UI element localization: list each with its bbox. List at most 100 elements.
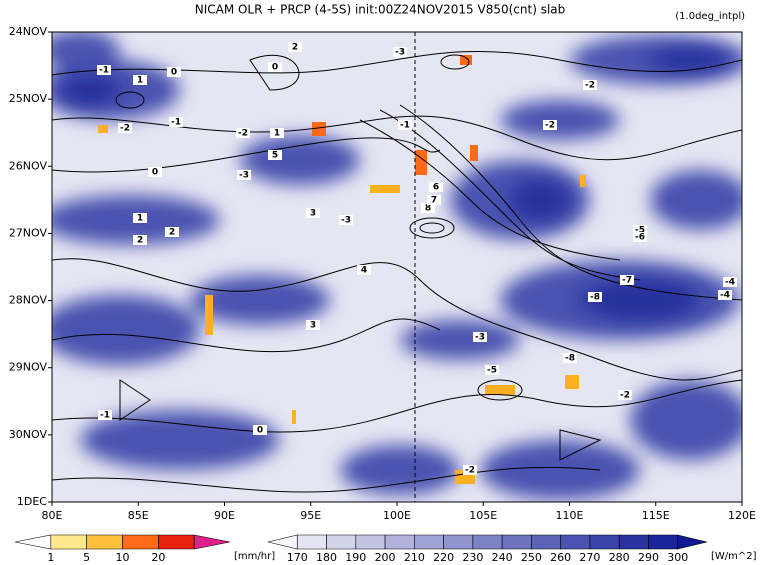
contour-label-bg: [236, 128, 250, 138]
contour-label-bg: [618, 390, 632, 400]
x-tick-label: 105E: [469, 509, 497, 522]
colorbar-swatch: [50, 534, 87, 550]
contour-label-bg: [165, 227, 179, 237]
y-tick-label: 1DEC: [17, 495, 47, 508]
field: [52, 32, 742, 502]
colorbar-label: 210: [404, 551, 425, 561]
contour-label: -5: [635, 226, 645, 236]
colorbar-swatch: [122, 534, 159, 550]
contour-label-bg: [718, 290, 732, 300]
y-tick-label: 24NOV: [9, 25, 48, 38]
contour-label-bg: [133, 75, 147, 85]
contour-label: -3: [475, 333, 485, 343]
contour-label-bg: [98, 410, 112, 420]
contour-label: -7: [622, 276, 632, 286]
colorbar-label: 230: [462, 551, 483, 561]
contour-label: 4: [361, 266, 367, 276]
contour-label-bg: [288, 42, 302, 52]
colorbar-swatch: [531, 534, 561, 550]
contour-label: -2: [620, 391, 630, 401]
contour-label-bg: [167, 67, 181, 77]
contour-label-bg: [118, 123, 132, 133]
colorbar-label: 170: [287, 551, 308, 561]
contour-label-bg: [633, 232, 647, 242]
contour-label-bg: [270, 128, 284, 138]
x-tick-label: 110E: [556, 509, 584, 522]
contour-label: 0: [152, 168, 158, 178]
contour-label: 0: [171, 68, 177, 78]
contour-label: 0: [272, 63, 278, 73]
colorbar-label: 300: [667, 551, 688, 561]
contour-label: -4: [720, 291, 730, 301]
contour-label: -6: [635, 233, 645, 243]
y-tick-label: 29NOV: [9, 361, 48, 374]
colorbar-swatch: [677, 534, 708, 550]
contour-label: -1: [400, 121, 410, 131]
contour-label: 7: [431, 196, 437, 206]
colorbar-swatch: [158, 534, 195, 550]
y-tick-label: 27NOV: [9, 226, 48, 239]
colorbar-swatch: [267, 534, 298, 550]
colorbar-swatch: [501, 534, 532, 550]
contour-label: -4: [725, 278, 735, 288]
colorbar-label: 260: [550, 551, 571, 561]
colorbar-swatch: [86, 534, 123, 550]
colorbar-label: 200: [375, 551, 396, 561]
colorbar-label: 5: [83, 551, 90, 561]
contour-label-bg: [398, 120, 412, 130]
contour-label-bg: [237, 170, 251, 180]
contour-label: 2: [137, 236, 143, 246]
colorbar-label: 190: [345, 551, 366, 561]
contour-label-bg: [588, 292, 602, 302]
colorbar-swatch: [648, 534, 679, 550]
y-tick-label: 28NOV: [9, 294, 48, 307]
contour-label-bg: [148, 167, 162, 177]
y-tick-label: 25NOV: [9, 92, 48, 105]
colorbar-label: 220: [433, 551, 454, 561]
colorbar-label: 180: [316, 551, 337, 561]
contour-label-bg: [268, 62, 282, 72]
contour-label-bg: [306, 208, 320, 218]
colorbar-label: 10: [116, 551, 130, 561]
contour-label: 8: [425, 204, 431, 214]
colorbar-swatch: [472, 534, 503, 550]
colorbar-unit: [mm/hr]: [234, 551, 275, 561]
contour-label: 2: [169, 228, 175, 238]
contour-label-bg: [253, 425, 267, 435]
contour-label: 0: [257, 426, 263, 436]
contour-label-bg: [339, 215, 353, 225]
contour-label-bg: [357, 265, 371, 275]
x-tick-label: 90E: [214, 509, 235, 522]
contour-label-bg: [306, 320, 320, 330]
contour-label: -8: [590, 293, 600, 303]
y-tick-label: 26NOV: [9, 159, 48, 172]
contour-label: -1: [99, 66, 109, 76]
contour-label: -2: [238, 129, 248, 139]
chart-subtitle: (1.0deg_intpl): [675, 11, 745, 22]
colorbar-label: 270: [579, 551, 600, 561]
contour-label: -5: [487, 366, 497, 376]
contour-label-bg: [620, 275, 634, 285]
colorbar-label: 1: [47, 551, 54, 561]
contour-label-bg: [421, 203, 435, 213]
colorbar-swatch: [326, 534, 357, 550]
colorbar-swatch: [560, 534, 591, 550]
contour-label-bg: [723, 277, 737, 287]
contour-label-bg: [393, 47, 407, 57]
contour-label: -1: [100, 411, 110, 421]
x-tick-label: 100E: [383, 509, 411, 522]
contour-label: -2: [120, 124, 130, 134]
contour-label: 5: [272, 151, 278, 161]
colorbar-swatch: [296, 534, 327, 550]
colorbar-label: 290: [638, 551, 659, 561]
contour-label: -3: [395, 48, 405, 58]
contour-label-bg: [169, 117, 183, 127]
colorbar-label: 280: [609, 551, 630, 561]
contour-label-bg: [583, 80, 597, 90]
contour-label-bg: [429, 182, 443, 192]
contour-label: -8: [565, 354, 575, 364]
colorbar-swatch: [414, 534, 444, 550]
contour-label: -2: [585, 81, 595, 91]
contour-label-bg: [463, 465, 477, 475]
